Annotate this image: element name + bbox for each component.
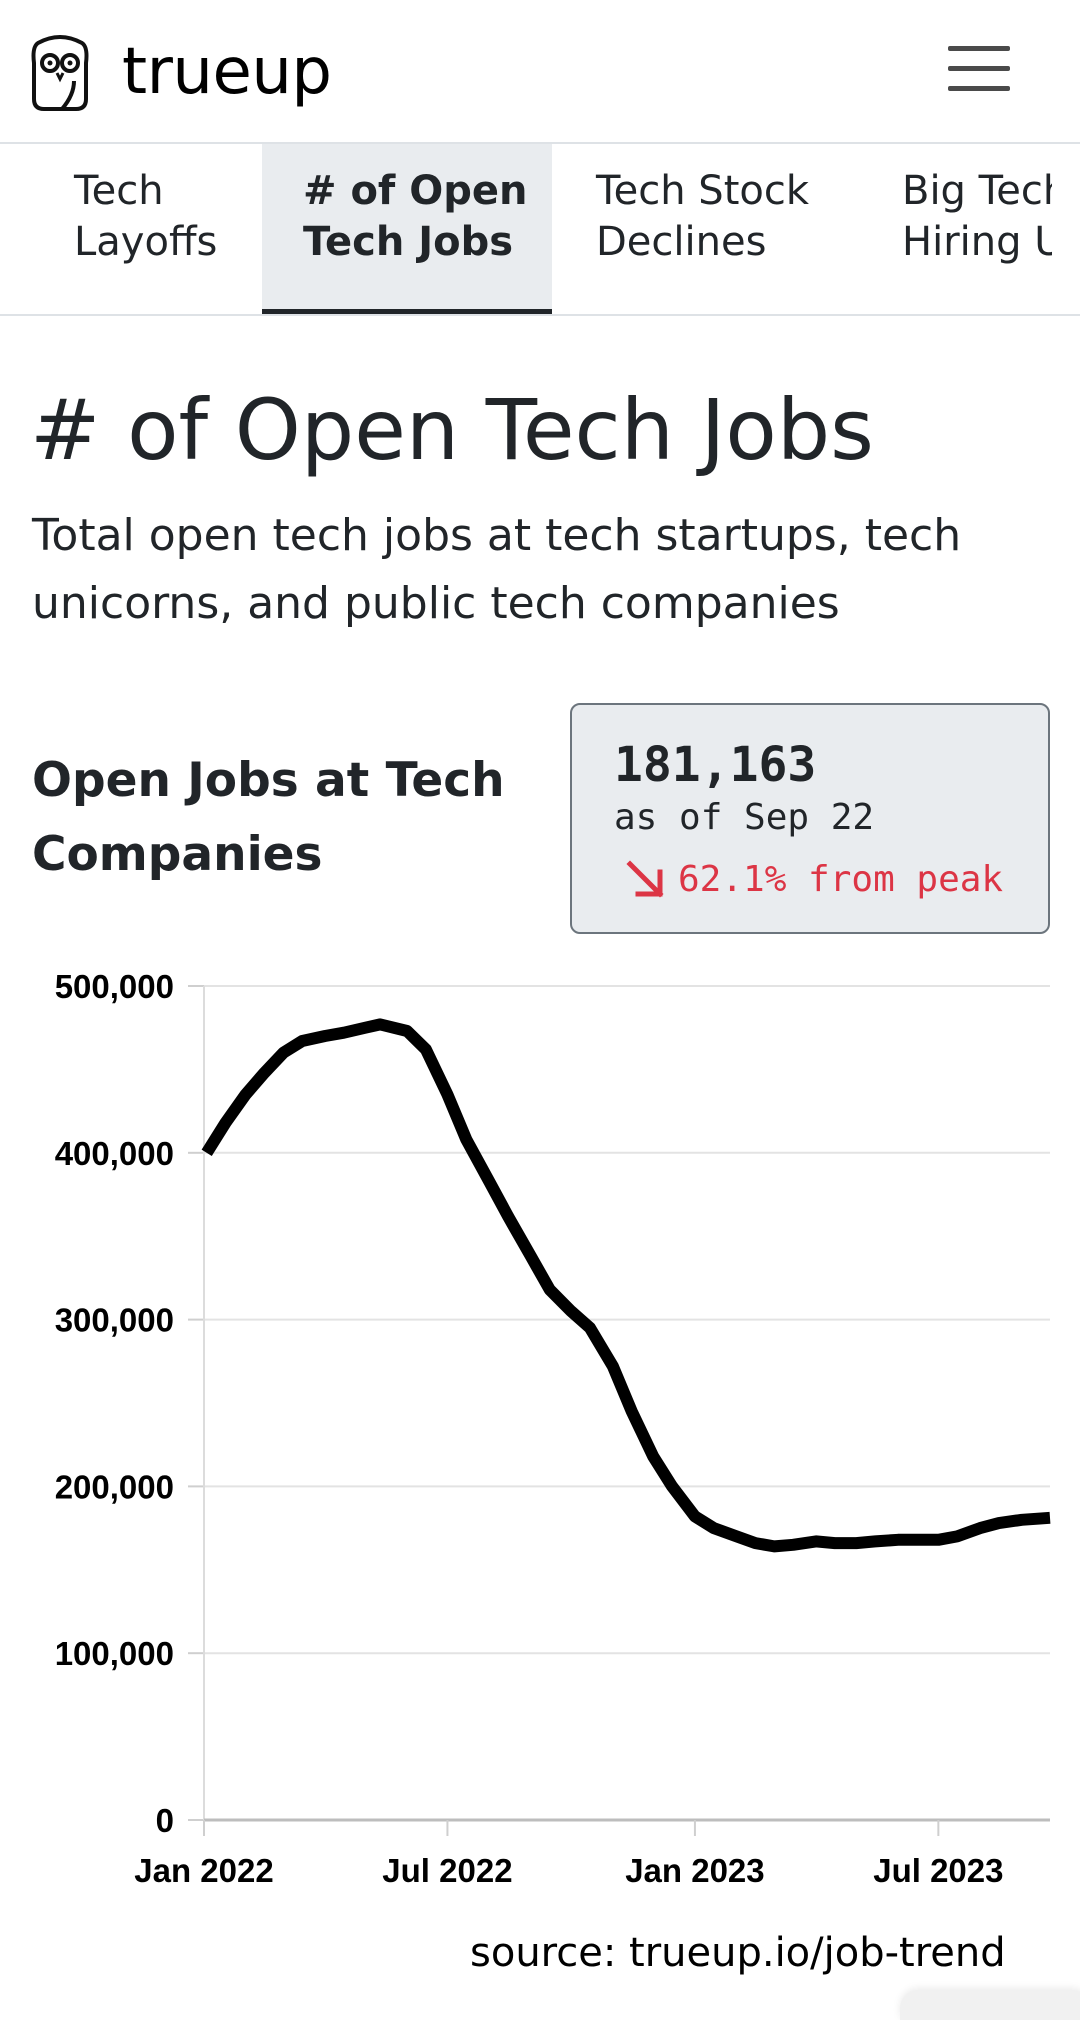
menu-icon-bar [948,46,1010,51]
current-jobs-stat-card: 181,163 as of Sep 22 62.1% from peak [570,703,1050,934]
y-tick-label: 0 [156,1802,174,1839]
menu-icon[interactable] [944,42,1014,98]
menu-icon-bar [948,66,1010,71]
y-tick-label: 200,000 [55,1468,174,1505]
x-tick-label: Jul 2022 [382,1852,512,1889]
y-tick-label: 100,000 [55,1635,174,1672]
x-tick-label: Jan 2022 [134,1852,273,1889]
change-from-peak-text: 62.1% from peak [678,859,1004,900]
brand-name[interactable]: trueup [122,35,332,109]
open-jobs-line-chart: 0 100,000 200,000 300,000 400,000 500,000 Jan … [55,968,1051,1889]
top-navbar: trueup [0,0,1080,144]
y-tick-label: 500,000 [55,968,174,1005]
section-tabs: Tech Layoffs # of Open Tech Jobs Tech St… [0,144,1080,316]
y-tick-label: 300,000 [55,1302,174,1339]
tab-tech-layoffs[interactable]: Tech Layoffs [74,168,218,265]
page-title: # of Open Tech Jobs [30,381,874,479]
chart-heading: Open Jobs at Tech Companies [32,753,505,882]
as-of-date: as of Sep 22 [614,797,875,838]
page-subtitle: Total open tech jobs at tech startups, t… [32,510,962,629]
series-line [201,1018,1051,1553]
floating-widget-edge [900,1990,1080,2020]
owl-logo-icon[interactable] [30,33,90,113]
tab-tech-stock-declines[interactable]: Tech Stock Declines [596,168,810,265]
tab-open-tech-jobs[interactable]: # of Open Tech Jobs [262,144,552,314]
x-tick-label: Jul 2023 [873,1852,1003,1889]
arrow-down-right-icon [626,860,664,898]
current-jobs-value: 181,163 [614,737,817,793]
x-tick-label: Jan 2023 [625,1852,764,1889]
y-tick-label: 400,000 [55,1135,174,1172]
change-from-peak: 62.1% from peak [624,855,1003,905]
tab-big-tech-hiring[interactable]: Big Tech Hiring U [902,168,1052,265]
source-link[interactable]: source: trueup.io/job-trend [470,1930,1006,1976]
menu-icon-bar [948,86,1010,91]
